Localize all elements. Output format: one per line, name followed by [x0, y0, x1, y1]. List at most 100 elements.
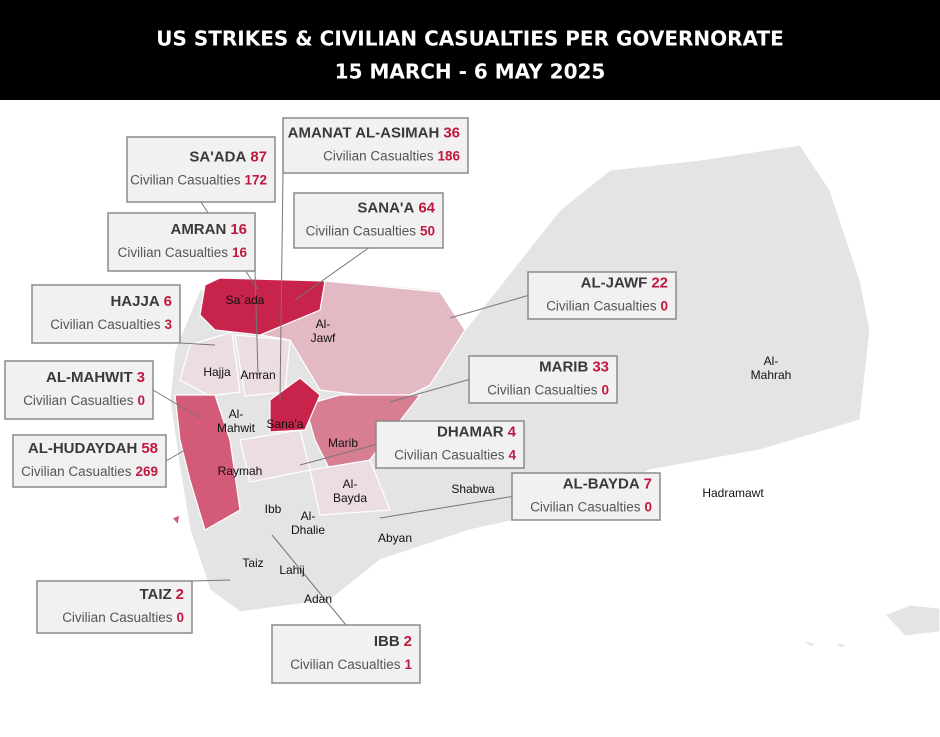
map-label-line: Al- [301, 509, 316, 523]
callout-box [527, 271, 677, 320]
leader-line [379, 496, 513, 519]
map-label: Amran [240, 368, 275, 382]
map-label-line: Sa`ada [226, 293, 265, 307]
map-label-line: Al- [229, 407, 244, 421]
map-label: Shabwa [451, 482, 495, 496]
callout-detail: Civilian Casualties 0 [23, 393, 145, 408]
governorate-name: AMANAT AL-ASIMAH [288, 125, 440, 142]
map-label-line: Mahrah [751, 368, 792, 382]
leader-line [254, 270, 259, 376]
casualties-label: Civilian Casualties [62, 610, 173, 625]
region-saada [199, 277, 326, 336]
callout-detail: Civilian Casualties 3 [50, 317, 172, 332]
callout-title: AL-HUDAYDAH 58 [28, 440, 158, 457]
map-label-line: Raymah [218, 464, 263, 478]
callout-box [375, 420, 525, 469]
governorate-name: AMRAN [170, 221, 226, 238]
map-label-line: Al- [764, 354, 779, 368]
callout-box [12, 434, 167, 488]
region-al-hudaydah [170, 394, 241, 531]
casualties-label: Civilian Casualties [290, 657, 401, 672]
map-label-line: Sana'a [267, 417, 304, 431]
callout-detail: Civilian Casualties 16 [118, 245, 248, 260]
leader-line [179, 342, 216, 346]
casualties-label: Civilian Casualties [130, 173, 241, 188]
map-label: Ibb [265, 502, 282, 516]
leader-line [152, 389, 201, 419]
map-label: Sa`ada [226, 293, 265, 307]
strike-count: 7 [644, 476, 652, 493]
map-label: Taiz [242, 556, 263, 570]
callout-title: AMRAN 16 [170, 221, 247, 238]
callout-box [4, 360, 154, 420]
subtitle: 15 MARCH - 6 MAY 2025 [335, 60, 606, 84]
map-label: Al-Jawf [311, 317, 336, 345]
callout-title: HAJJA 6 [110, 293, 172, 310]
callout-title: AL-JAWF 22 [581, 275, 668, 292]
leader-line [191, 579, 231, 582]
governorate-name: IBB [374, 633, 400, 650]
casualties-label: Civilian Casualties [306, 224, 417, 239]
region-hajja [179, 331, 241, 397]
callout-title: MARIB 33 [539, 359, 609, 376]
callout-box [31, 284, 181, 344]
casualty-count: 186 [437, 149, 460, 164]
governorate-name: SA'ADA [189, 149, 246, 166]
island [799, 604, 940, 649]
map-label: Al-Mahrah [751, 354, 792, 382]
callout-detail: Civilian Casualties 0 [487, 383, 609, 398]
map-label-line: Ibb [265, 502, 282, 516]
casualties-label: Civilian Casualties [118, 245, 229, 260]
leader-line [294, 247, 369, 301]
map-label: Al-Dhalie [291, 509, 325, 537]
map-label-line: Hajja [203, 365, 231, 379]
map-label-line: Hadramawt [702, 486, 764, 500]
casualty-count: 172 [244, 173, 267, 188]
map-label: Raymah [218, 464, 263, 478]
casualties-label: Civilian Casualties [21, 464, 132, 479]
callout-detail: Civilian Casualties 269 [21, 464, 158, 479]
callout-detail: Civilian Casualties 4 [394, 448, 516, 463]
strike-count: 87 [250, 149, 267, 166]
map-label-line: Dhalie [291, 523, 325, 537]
governorate-name: TAIZ [139, 586, 171, 603]
casualty-count: 3 [164, 317, 172, 332]
map-label-line: Al- [316, 317, 331, 331]
callout-detail: Civilian Casualties 0 [530, 500, 652, 515]
map-label: Sana'a [267, 417, 304, 431]
map-label: Al-Bayda [333, 477, 367, 505]
region-sanaa [269, 377, 321, 433]
governorate-name: MARIB [539, 359, 588, 376]
callout-detail: Civilian Casualties 172 [130, 173, 267, 188]
map-label: Al-Mahwit [217, 407, 256, 435]
casualties-label: Civilian Casualties [50, 317, 161, 332]
strike-count: 33 [592, 359, 609, 376]
callout-title: SANA'A 64 [357, 200, 435, 217]
map-label-line: Lahij [279, 563, 304, 577]
callout-box [511, 472, 661, 521]
map-label-line: Amran [240, 368, 275, 382]
map-label-line: Al- [343, 477, 358, 491]
strike-count: 16 [230, 221, 247, 238]
map-label: Hadramawt [702, 486, 764, 500]
casualty-count: 1 [404, 657, 412, 672]
governorate-name: AL-JAWF [581, 275, 648, 292]
callout-title: IBB 2 [374, 633, 412, 650]
strike-count: 2 [176, 586, 184, 603]
strike-count: 4 [508, 424, 517, 441]
governorate-name: HAJJA [110, 293, 159, 310]
casualties-label: Civilian Casualties [530, 500, 641, 515]
casualties-label: Civilian Casualties [23, 393, 134, 408]
strike-count: 2 [404, 633, 412, 650]
callout-box [293, 192, 444, 249]
callout-box [36, 580, 193, 634]
map-label-line: Shabwa [451, 482, 495, 496]
callout-title: AL-BAYDA 7 [563, 476, 652, 493]
callout-detail: Civilian Casualties 1 [290, 657, 412, 672]
leader-line [449, 295, 529, 319]
callout-detail: Civilian Casualties 50 [306, 224, 435, 239]
map-label: Lahij [279, 563, 304, 577]
map-label-line: Marib [328, 436, 358, 450]
callout-detail: Civilian Casualties 186 [323, 149, 460, 164]
callout-title: DHAMAR 4 [437, 424, 517, 441]
